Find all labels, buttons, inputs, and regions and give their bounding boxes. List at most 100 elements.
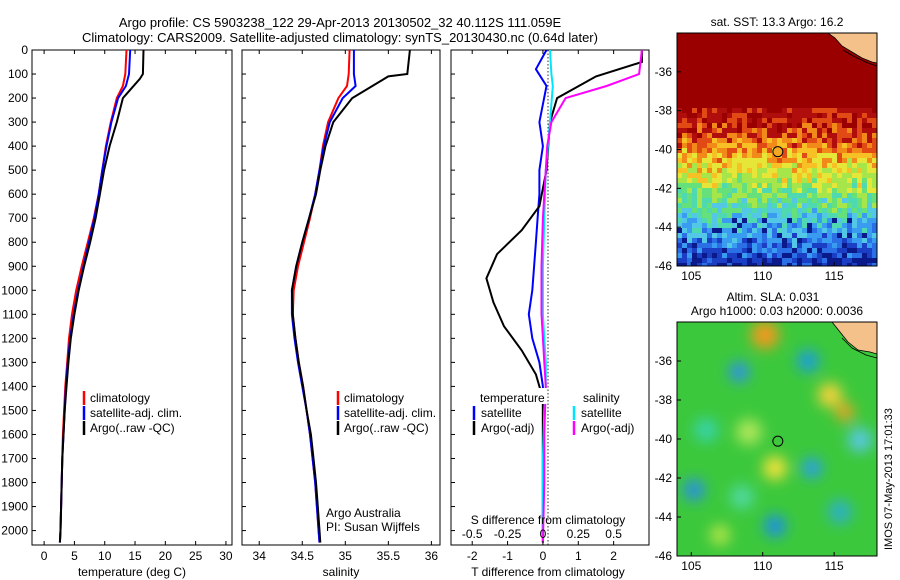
sst-cell (682, 173, 687, 178)
sst-cell (842, 193, 847, 198)
sst-cell (772, 183, 777, 188)
x-tick-label: 35 (339, 549, 353, 563)
sst-cell (867, 163, 872, 168)
sst-cell (742, 118, 747, 123)
sst-cell (797, 178, 802, 183)
sst-cell (832, 118, 837, 123)
sst-cell (767, 163, 772, 168)
sst-cell (872, 208, 877, 213)
sst-cell (742, 188, 747, 193)
sst-cell (832, 233, 837, 238)
legend-label-satellite: satellite-adj. clim. (344, 406, 436, 420)
sst-cell (782, 68, 787, 73)
sst-cell (822, 243, 827, 248)
sst-cell (842, 178, 847, 183)
sst-cell (787, 63, 792, 68)
sst-cell (867, 173, 872, 178)
sst-cell (742, 153, 747, 158)
sst-cell (737, 43, 742, 48)
sst-cell (852, 113, 857, 118)
y-tick-label: 900 (8, 259, 28, 273)
sst-cell (772, 258, 777, 263)
sst-cell (752, 153, 757, 158)
sst-cell (837, 213, 842, 218)
sst-cell (677, 38, 682, 43)
sst-cell (727, 223, 732, 228)
sst-cell (702, 78, 707, 83)
sst-cell (827, 173, 832, 178)
sst-cell (817, 233, 822, 238)
sst-cell (772, 208, 777, 213)
sst-cell (842, 73, 847, 78)
sst-cell (712, 223, 717, 228)
sst-cell (772, 263, 777, 266)
sst-cell (682, 243, 687, 248)
sst-cell (707, 188, 712, 193)
sst-cell (787, 123, 792, 128)
sst-cell (812, 148, 817, 153)
sst-cell (692, 253, 697, 258)
sst-cell (862, 238, 867, 243)
sst-cell (732, 178, 737, 183)
sst-cell (717, 113, 722, 118)
map-y-tick-label: -42 (655, 471, 673, 485)
sst-cell (817, 213, 822, 218)
sst-cell (752, 133, 757, 138)
sst-cell (857, 178, 862, 183)
sst-cell (822, 198, 827, 203)
sst-cell (862, 163, 867, 168)
sst-cell (752, 168, 757, 173)
sst-cell (827, 38, 832, 43)
sst-cell (767, 133, 772, 138)
sst-cell (872, 108, 877, 113)
sst-cell (707, 113, 712, 118)
sst-cell (732, 58, 737, 63)
salinity-annotation-line1: Argo Australia (326, 506, 401, 520)
sst-cell (767, 118, 772, 123)
sst-cell (772, 73, 777, 78)
sst-cell (822, 258, 827, 263)
sst-cell (717, 173, 722, 178)
sst-cell (792, 253, 797, 258)
sst-cell (717, 168, 722, 173)
sst-cell (707, 258, 712, 263)
series-line-climatology (291, 50, 351, 543)
sst-cell (792, 263, 797, 266)
sst-cell (707, 73, 712, 78)
sst-cell (757, 248, 762, 253)
sst-cell (792, 223, 797, 228)
x-tick-label: -1 (502, 549, 513, 563)
sst-cell (852, 68, 857, 73)
sst-cell (872, 78, 877, 83)
sst-cell (772, 138, 777, 143)
sst-cell (792, 158, 797, 163)
sst-cell (782, 183, 787, 188)
sst-cell (697, 138, 702, 143)
sst-cell (687, 63, 692, 68)
sst-cell (782, 93, 787, 98)
sst-cell (797, 73, 802, 78)
sst-cell (847, 188, 852, 193)
sst-cell (867, 113, 872, 118)
sst-cell (782, 178, 787, 183)
sst-cell (777, 118, 782, 123)
sst-cell (697, 188, 702, 193)
sst-cell (757, 78, 762, 83)
sst-cell (817, 263, 822, 266)
sst-cell (787, 223, 792, 228)
sst-cell (752, 253, 757, 258)
sst-cell (852, 73, 857, 78)
sst-cell (832, 243, 837, 248)
sst-cell (762, 238, 767, 243)
sst-cell (742, 73, 747, 78)
sst-cell (867, 203, 872, 208)
sst-cell (782, 208, 787, 213)
sst-cell (762, 223, 767, 228)
sst-cell (797, 143, 802, 148)
map-y-tick-label: -40 (655, 432, 673, 446)
sst-cell (722, 173, 727, 178)
sst-cell (732, 258, 737, 263)
sst-cell (692, 98, 697, 103)
sst-cell (722, 203, 727, 208)
sst-cell (697, 173, 702, 178)
